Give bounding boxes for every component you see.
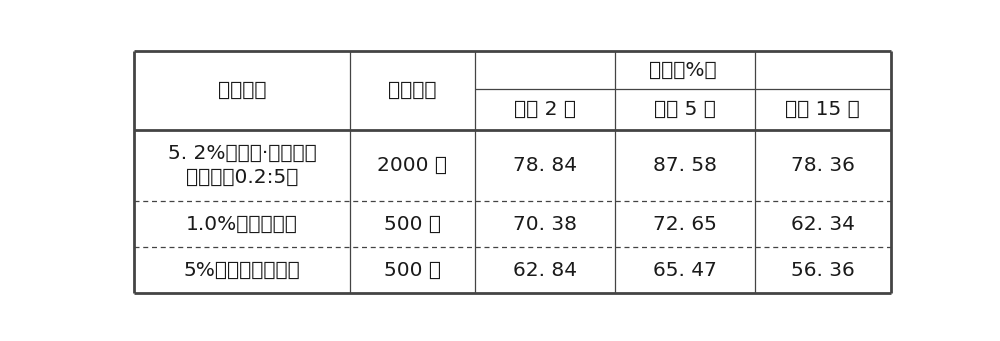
Text: 62. 84: 62. 84 <box>513 261 577 280</box>
Text: 提取液（0.2:5）: 提取液（0.2:5） <box>186 168 298 187</box>
Text: 87. 58: 87. 58 <box>653 156 717 175</box>
Text: 500 倍: 500 倍 <box>384 214 441 234</box>
Text: 1.0%苦参碱水剂: 1.0%苦参碱水剂 <box>186 214 298 234</box>
Text: 65. 47: 65. 47 <box>653 261 717 280</box>
Text: 药后 15 天: 药后 15 天 <box>785 100 860 119</box>
Text: 70. 38: 70. 38 <box>513 214 577 234</box>
Text: 56. 36: 56. 36 <box>791 261 854 280</box>
Text: 500 倍: 500 倍 <box>384 261 441 280</box>
Text: 试验药剂: 试验药剂 <box>218 81 266 100</box>
Text: 稀释倍数: 稀释倍数 <box>388 81 437 100</box>
Text: 78. 36: 78. 36 <box>791 156 855 175</box>
Text: 62. 34: 62. 34 <box>791 214 855 234</box>
Text: 5%紫茎泽兰提取液: 5%紫茎泽兰提取液 <box>184 261 300 280</box>
Text: 78. 84: 78. 84 <box>513 156 577 175</box>
Text: 药后 2 天: 药后 2 天 <box>514 100 576 119</box>
Text: 5. 2%苦参碱·紫茎泽兰: 5. 2%苦参碱·紫茎泽兰 <box>168 144 316 163</box>
Text: 2000 倍: 2000 倍 <box>377 156 447 175</box>
Text: 药后 5 天: 药后 5 天 <box>654 100 716 119</box>
Text: 防效（%）: 防效（%） <box>649 61 717 80</box>
Text: 72. 65: 72. 65 <box>653 214 717 234</box>
